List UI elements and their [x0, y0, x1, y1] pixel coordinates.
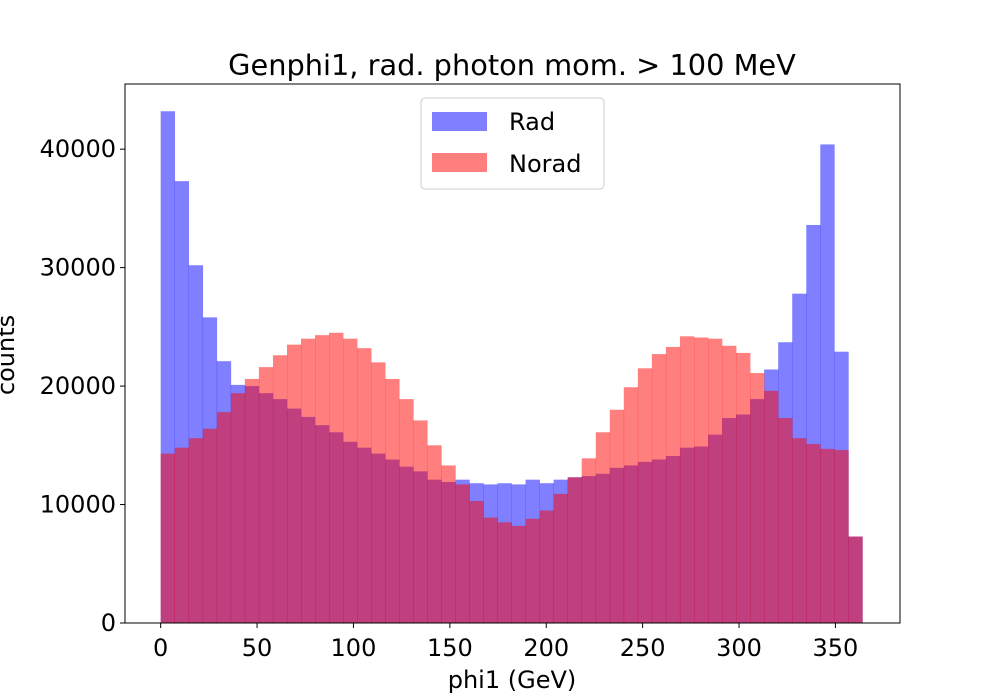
bar-norad-42 — [750, 373, 765, 623]
bar-norad-27 — [539, 510, 554, 623]
y-axis-label: counts — [0, 315, 20, 395]
bar-norad-49 — [848, 536, 863, 623]
legend-swatch-norad — [432, 153, 487, 172]
x-tick-label: 150 — [427, 634, 473, 662]
plot-frame — [124, 83, 901, 624]
bar-norad-41 — [736, 352, 751, 623]
bar-norad-29 — [567, 477, 583, 623]
bar-norad-17 — [399, 399, 414, 623]
bar-norad-2 — [188, 438, 204, 623]
x-tick-label: 50 — [242, 634, 273, 662]
bar-norad-48 — [834, 450, 849, 623]
bar-norad-25 — [511, 525, 526, 623]
bar-norad-11 — [315, 335, 330, 623]
bar-norad-6 — [244, 378, 260, 623]
bar-norad-31 — [595, 432, 611, 623]
bar-norad-14 — [357, 348, 372, 623]
bar-norad-35 — [651, 354, 667, 623]
y-tick-label: 20000 — [40, 372, 116, 400]
bar-norad-23 — [483, 517, 498, 623]
bar-norad-13 — [343, 338, 358, 623]
bar-norad-47 — [820, 448, 835, 623]
bar-norad-37 — [679, 336, 695, 623]
bar-norad-0 — [160, 453, 175, 623]
bar-norad-46 — [806, 444, 821, 623]
bar-norad-16 — [385, 378, 400, 623]
legend: Rad Norad — [420, 97, 605, 190]
bar-norad-30 — [581, 458, 597, 623]
y-tick-label: 30000 — [40, 254, 116, 282]
bar-norad-8 — [272, 355, 288, 623]
bar-norad-45 — [792, 438, 807, 623]
bar-norad-9 — [286, 344, 302, 623]
bar-norad-18 — [413, 420, 428, 623]
legend-label-rad: Rad — [509, 108, 555, 136]
bar-norad-10 — [301, 338, 316, 623]
legend-label-norad: Norad — [509, 150, 581, 178]
bar-norad-12 — [329, 332, 344, 623]
bar-norad-20 — [441, 465, 456, 623]
bar-norad-32 — [609, 409, 625, 623]
bar-norad-21 — [455, 484, 470, 623]
x-tick-label: 200 — [523, 634, 569, 662]
bar-norad-43 — [764, 390, 779, 623]
x-tick-label: 250 — [620, 634, 666, 662]
bar-norad-1 — [174, 447, 190, 623]
bar-norad-36 — [665, 346, 681, 623]
x-tick-label: 0 — [153, 634, 168, 662]
bar-norad-40 — [722, 345, 737, 623]
bar-norad-19 — [427, 445, 442, 623]
y-axis: 0 10000 20000 30000 40000 — [40, 135, 125, 637]
bar-norad-7 — [258, 367, 274, 623]
bar-norad-3 — [202, 428, 218, 623]
y-tick-label: 40000 — [40, 135, 116, 163]
bar-norad-44 — [778, 418, 793, 623]
series-norad — [160, 332, 863, 623]
bar-norad-28 — [553, 493, 568, 623]
chart-title: Genphi1, rad. photon mom. > 100 MeV — [228, 48, 796, 82]
x-axis: 0 50 100 150 200 250 300 350 — [153, 623, 858, 662]
bar-norad-39 — [708, 338, 723, 623]
y-tick-label: 10000 — [40, 491, 116, 519]
bar-norad-15 — [371, 362, 386, 623]
x-tick-label: 300 — [716, 634, 762, 662]
bar-norad-33 — [623, 387, 639, 623]
bar-norad-4 — [216, 412, 232, 623]
bar-norad-5 — [230, 393, 246, 623]
bar-norad-22 — [469, 500, 484, 623]
x-tick-label: 100 — [331, 634, 377, 662]
y-tick-label: 0 — [101, 609, 116, 637]
bar-norad-24 — [497, 522, 512, 623]
x-axis-label: phi1 (GeV) — [448, 666, 577, 694]
x-tick-label: 350 — [813, 634, 859, 662]
bar-norad-38 — [693, 337, 709, 623]
legend-swatch-rad — [432, 112, 487, 131]
bar-norad-34 — [637, 368, 653, 623]
bars-layer — [160, 111, 863, 624]
bar-norad-26 — [525, 518, 540, 623]
